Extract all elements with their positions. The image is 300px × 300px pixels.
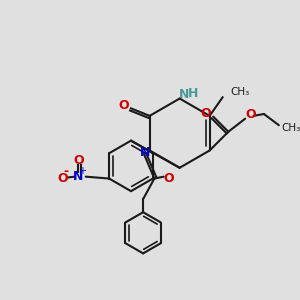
Text: O: O — [73, 154, 83, 167]
Text: -: - — [64, 166, 69, 178]
Text: O: O — [163, 172, 174, 185]
Text: N: N — [73, 170, 83, 183]
Text: O: O — [245, 108, 256, 122]
Text: N: N — [179, 88, 190, 101]
Text: CH₃: CH₃ — [230, 88, 250, 98]
Text: N: N — [140, 146, 150, 159]
Text: +: + — [78, 166, 86, 176]
Text: CH₃: CH₃ — [282, 123, 300, 133]
Text: O: O — [201, 106, 211, 119]
Text: O: O — [57, 172, 68, 185]
Text: H: H — [188, 87, 198, 101]
Text: O: O — [118, 99, 129, 112]
